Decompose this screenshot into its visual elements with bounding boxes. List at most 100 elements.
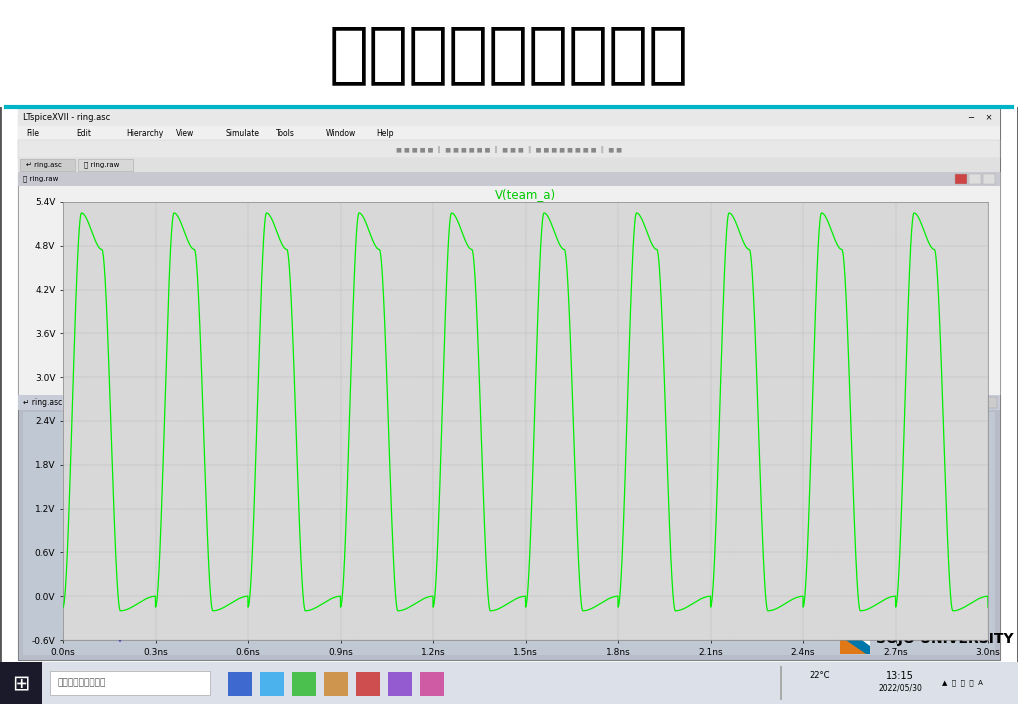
Circle shape — [549, 529, 555, 536]
Circle shape — [703, 529, 710, 536]
Bar — [78, 159, 133, 171]
Circle shape — [728, 417, 734, 423]
Text: sojo_nmos: sojo_nmos — [580, 567, 613, 572]
Text: sojo_pmos: sojo_pmos — [889, 496, 922, 501]
Text: ⬛ ring.raw: ⬛ ring.raw — [23, 176, 58, 182]
Text: −    ×: − × — [968, 113, 993, 122]
Circle shape — [549, 529, 555, 536]
Text: Edit: Edit — [76, 129, 91, 137]
Circle shape — [703, 562, 710, 567]
Text: sojo_pmos: sojo_pmos — [735, 496, 768, 501]
Bar — [260, 672, 284, 696]
Title: V(team_a): V(team_a) — [495, 188, 556, 201]
Circle shape — [395, 498, 401, 503]
Circle shape — [110, 630, 116, 636]
Bar — [0, 0, 1018, 107]
Text: Team_A: Team_A — [887, 517, 915, 526]
Text: M4: M4 — [117, 488, 132, 497]
Circle shape — [395, 562, 401, 567]
Circle shape — [887, 529, 893, 536]
Circle shape — [418, 529, 425, 536]
Bar — [18, 172, 1000, 395]
Text: 2022/05/30: 2022/05/30 — [879, 684, 922, 693]
Text: Simulate: Simulate — [226, 129, 260, 137]
Text: LTspiceXVII - ring.asc: LTspiceXVII - ring.asc — [23, 113, 110, 122]
Text: ↵ ring.asc: ↵ ring.asc — [26, 162, 62, 168]
Text: アアと入力して検索: アアと入力して検索 — [58, 679, 106, 688]
Text: Pla/Pa: Pla/Pa — [397, 488, 411, 493]
Circle shape — [240, 498, 246, 503]
Bar — [840, 624, 870, 654]
Bar — [18, 126, 1000, 140]
Circle shape — [86, 529, 92, 536]
Bar — [292, 672, 316, 696]
Text: ■ ■ ■ ■ ■  ║  ■ ■ ■ ■ ■ ■  ║  ■ ■ ■  ║  ■ ■ ■ ■ ■ ■ ■ ■  ║  ■ ■: ■ ■ ■ ■ ■ ║ ■ ■ ■ ■ ■ ■ ║ ■ ■ ■ ║ ■ ■ ■ … — [396, 146, 622, 153]
Bar — [18, 172, 1000, 186]
Text: 配布するお手本回路: 配布するお手本回路 — [329, 21, 689, 87]
Circle shape — [110, 529, 116, 536]
Circle shape — [265, 429, 271, 435]
Bar — [971, 397, 983, 408]
Circle shape — [549, 498, 555, 503]
Bar — [880, 515, 922, 527]
Circle shape — [240, 562, 246, 567]
Bar — [18, 108, 1000, 126]
Circle shape — [395, 529, 401, 536]
Bar — [0, 662, 1018, 704]
Text: M9: M9 — [735, 552, 750, 561]
Text: Pla/Pa: Pla/Pa — [242, 488, 257, 493]
Text: sojo_pmos: sojo_pmos — [426, 496, 459, 501]
Text: ⊞: ⊞ — [12, 673, 30, 693]
Text: M3: M3 — [117, 552, 132, 561]
Circle shape — [703, 498, 710, 503]
Circle shape — [240, 529, 246, 536]
Bar — [23, 412, 995, 655]
Text: SOJO UNIVERSITY: SOJO UNIVERSITY — [876, 632, 1014, 646]
Text: 13:15: 13:15 — [886, 671, 914, 681]
Circle shape — [573, 417, 579, 423]
Text: nla/na: nla/na — [88, 574, 103, 579]
Bar — [20, 159, 75, 171]
Text: Help: Help — [376, 129, 394, 137]
Circle shape — [858, 498, 864, 503]
Text: M10: M10 — [735, 488, 756, 497]
Circle shape — [573, 529, 579, 536]
Text: M1: M1 — [272, 552, 287, 561]
Text: sojo_nmos: sojo_nmos — [117, 567, 150, 572]
Text: nla/na: nla/na — [396, 574, 411, 579]
Bar — [957, 397, 969, 408]
Bar — [50, 671, 210, 695]
Text: Pla/Pa: Pla/Pa — [705, 488, 720, 493]
Text: sojo_nmos: sojo_nmos — [272, 567, 304, 572]
Bar — [356, 672, 380, 696]
Bar — [18, 395, 1000, 410]
Circle shape — [395, 529, 401, 536]
Bar — [324, 672, 348, 696]
Text: Tools: Tools — [276, 129, 295, 137]
Text: sojo_nmos: sojo_nmos — [889, 567, 922, 572]
Circle shape — [882, 429, 888, 435]
Text: Pla/Pa: Pla/Pa — [551, 488, 565, 493]
Circle shape — [110, 429, 116, 435]
Text: +: + — [922, 524, 930, 534]
Circle shape — [240, 529, 246, 536]
Circle shape — [922, 630, 928, 636]
Text: M6: M6 — [426, 488, 441, 497]
Text: ▲  ⬛  ⬛  ⬛  A: ▲ ⬛ ⬛ ⬛ A — [942, 679, 982, 686]
Text: sojo_pmos: sojo_pmos — [117, 496, 150, 501]
Circle shape — [882, 529, 888, 536]
Text: M12: M12 — [889, 488, 910, 497]
Text: 22°C: 22°C — [809, 672, 831, 681]
Circle shape — [573, 630, 579, 636]
Bar — [969, 174, 981, 184]
Bar — [18, 140, 1000, 158]
Circle shape — [882, 630, 888, 636]
Text: M5: M5 — [426, 552, 441, 561]
Text: V1: V1 — [945, 521, 958, 530]
Circle shape — [418, 429, 425, 435]
Bar — [228, 672, 252, 696]
Text: nla/na: nla/na — [859, 574, 874, 579]
Circle shape — [265, 630, 271, 636]
Bar — [985, 397, 997, 408]
Circle shape — [418, 417, 425, 423]
